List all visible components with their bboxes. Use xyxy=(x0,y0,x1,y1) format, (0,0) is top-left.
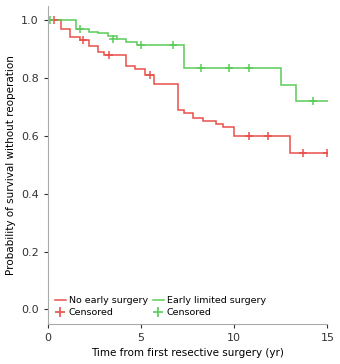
Legend: No early surgery, Censored, Early limited surgery, Censored: No early surgery, Censored, Early limite… xyxy=(53,294,268,319)
X-axis label: Time from first resective surgery (yr): Time from first resective surgery (yr) xyxy=(91,348,284,359)
Y-axis label: Probability of survival without reoperation: Probability of survival without reoperat… xyxy=(5,55,16,275)
